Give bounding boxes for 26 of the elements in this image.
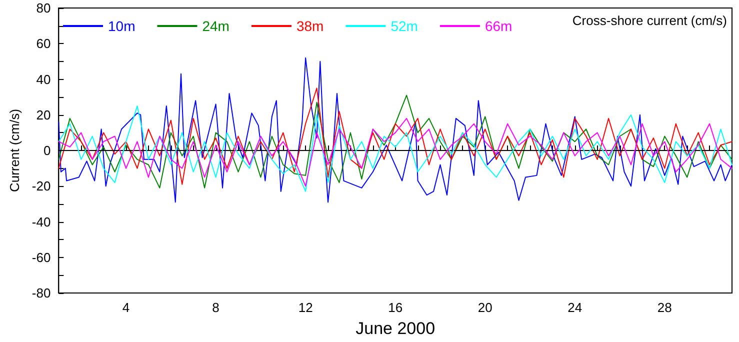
annotation: Cross-shore current (cm/s)	[572, 13, 727, 28]
x-tick-label: 20	[478, 300, 492, 315]
x-axis-title: June 2000	[356, 319, 436, 338]
line-series	[58, 118, 732, 187]
legend-label: 52m	[390, 18, 418, 34]
x-tick-label: 24	[568, 300, 582, 315]
y-tick-label: 60	[36, 36, 51, 52]
x-tick-label: 28	[657, 300, 672, 315]
x-tick-label: 16	[388, 300, 403, 315]
legend-label: 38m	[296, 18, 324, 34]
legend-label: 10m	[108, 18, 136, 34]
y-tick-label: 80	[36, 0, 51, 16]
x-tick-label: 8	[212, 300, 220, 315]
legend-label: 24m	[202, 18, 230, 34]
y-tick-label: -40	[32, 214, 51, 230]
y-tick-label: 40	[36, 72, 51, 87]
legend-label: 66m	[484, 18, 512, 34]
y-tick-label: 20	[36, 107, 51, 122]
y-tick-label: 0	[43, 143, 51, 158]
y-tick-label: -20	[32, 178, 51, 194]
y-tick-label: -80	[32, 286, 51, 300]
line-series	[58, 57, 732, 203]
x-tick-label: 4	[122, 300, 130, 315]
y-axis-title: Current (cm/s)	[7, 108, 22, 192]
y-tick-label: -60	[32, 250, 51, 265]
x-tick-label: 12	[298, 300, 313, 315]
